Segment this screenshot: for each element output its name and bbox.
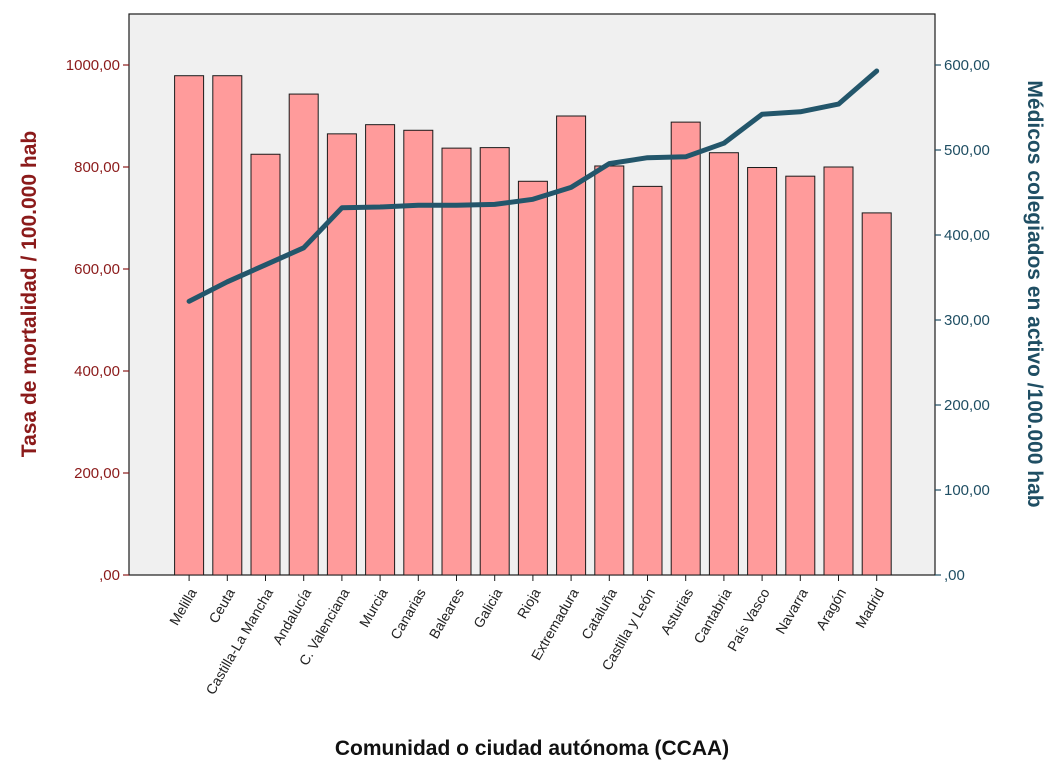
category-label: Madrid <box>852 586 887 631</box>
left-tick-label: 1000,00 <box>66 57 120 74</box>
x-axis-label: Comunidad o ciudad autónoma (CCAA) <box>335 737 729 760</box>
line-point <box>646 156 649 160</box>
right-tick-label: 300,00 <box>944 312 990 329</box>
y-axis-label-left: Tasa de mortalidad / 100.000 hab <box>18 131 41 457</box>
left-tick-label: 800,00 <box>74 159 120 176</box>
line-point <box>722 141 726 145</box>
line-point <box>416 203 420 207</box>
left-axis-ticks: ,00 200,00 400,00 600,00 800,00 1000,00 <box>66 57 129 584</box>
left-tick-label: 400,00 <box>74 363 120 380</box>
right-tick-label: 100,00 <box>944 482 990 499</box>
category-label: Galicia <box>470 585 505 630</box>
category-label: Melilla <box>166 585 200 628</box>
category-label: Canarias <box>387 586 429 643</box>
line-point <box>264 263 267 267</box>
bar <box>288 93 319 576</box>
left-tick-label: 200,00 <box>74 465 120 482</box>
category-label: Rioja <box>514 585 544 621</box>
line-point <box>340 206 344 210</box>
line-point <box>455 203 458 207</box>
bar <box>670 121 701 576</box>
bar <box>861 212 892 576</box>
bar <box>517 180 548 576</box>
right-tick-label: 600,00 <box>944 57 990 74</box>
line-point <box>378 205 382 209</box>
bar <box>479 147 510 576</box>
line-point <box>798 110 802 114</box>
line-point <box>493 202 497 206</box>
line-point <box>302 246 306 250</box>
bar <box>326 133 357 576</box>
bar <box>441 147 472 576</box>
line-point <box>225 280 229 284</box>
category-label: Aragón <box>813 586 849 633</box>
bar <box>212 75 243 576</box>
bar <box>174 75 205 576</box>
right-tick-label: 500,00 <box>944 142 990 159</box>
line-point <box>760 112 764 116</box>
line-point <box>837 102 840 106</box>
category-label: Cataluña <box>578 585 620 642</box>
line-point <box>607 162 611 166</box>
y-axis-label-right: Médicos colegiados en activo /100.000 ha… <box>1023 80 1046 507</box>
line-point <box>187 299 191 303</box>
left-tick-label: 600,00 <box>74 261 120 278</box>
bar <box>594 165 625 576</box>
line-point <box>569 185 573 189</box>
right-axis-ticks: ,00 100,00 200,00 300,00 400,00 500,00 600,00 <box>935 57 990 584</box>
bar <box>632 185 663 576</box>
bar <box>823 166 854 576</box>
right-tick-label: 400,00 <box>944 227 990 244</box>
bar <box>403 129 434 576</box>
category-label: Ceuta <box>205 585 238 626</box>
category-label: Asturias <box>657 586 696 638</box>
right-tick-label: 200,00 <box>944 397 990 414</box>
right-tick-label: ,00 <box>944 567 965 584</box>
line-point <box>684 155 688 159</box>
bar <box>708 152 739 576</box>
category-label: Cantabria <box>690 585 734 646</box>
bar <box>365 124 396 576</box>
category-label: Murcia <box>356 585 391 630</box>
left-tick-label: ,00 <box>99 567 120 584</box>
category-label: Baleares <box>426 586 467 642</box>
bar <box>785 175 816 576</box>
bar <box>747 167 778 576</box>
line-series <box>186 68 880 304</box>
category-label: Navarra <box>772 585 811 636</box>
bar <box>250 153 281 576</box>
line-point <box>875 69 879 73</box>
line-point <box>531 197 535 201</box>
